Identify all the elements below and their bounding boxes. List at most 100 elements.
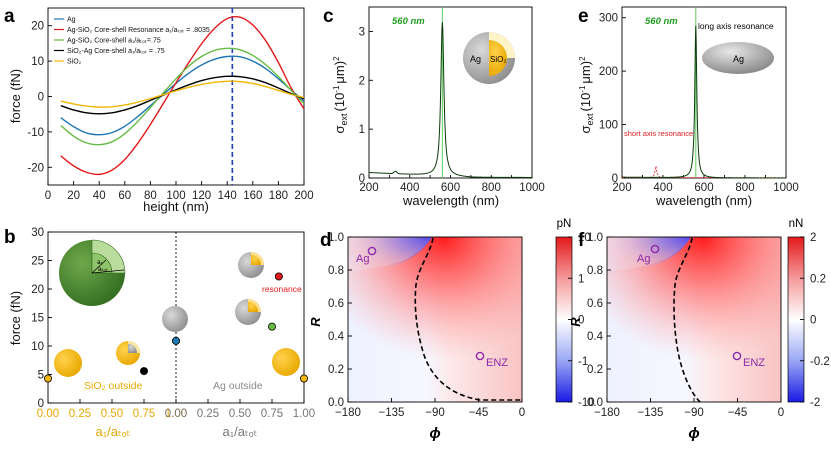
inset-a1-label: a₁ bbox=[97, 259, 104, 266]
panel-b-xtick-label-right: 0.00 bbox=[165, 408, 187, 420]
panel-a-ytick-label: -10 bbox=[27, 127, 44, 139]
panel-f-xlabel: ϕ bbox=[688, 425, 699, 442]
panel-f-xtick-label: −135 bbox=[638, 407, 664, 419]
panel-d-xtick-label: 0 bbox=[519, 407, 525, 419]
panel-b: b 0 5 10 15 20 25 30 0.00 0.25 0.50 0.75 1.00 0.25 0.… bbox=[4, 227, 315, 439]
panel-b-ytick-label: 10 bbox=[31, 341, 44, 353]
panel-a-ticks: 0 20 40 60 80 100 120 140 160 180 200 -20 -10 0 10 20 bbox=[27, 21, 313, 202]
panel-b-ylabel: force (fN) bbox=[8, 291, 23, 345]
panel-a-xtick-label: 120 bbox=[192, 190, 211, 202]
panel-f-xtick-label: 0 bbox=[778, 407, 784, 419]
panel-b-xlabel-left: a₁/aₜₒₜ bbox=[95, 424, 130, 439]
panel-f-cbar-tick-label: -2 bbox=[810, 397, 820, 409]
panel-c-peak-label: 560 nm bbox=[392, 16, 425, 27]
panel-d-cbar-tick-label: -10 bbox=[578, 397, 595, 409]
panel-a-xtick-label: 0 bbox=[45, 190, 51, 202]
panel-c-xtick-label: 800 bbox=[482, 182, 501, 194]
panel-a-legend: Ag Ag-SiO₂ Core-shell Resonance a₁/aₜₒₜ =… bbox=[54, 17, 210, 66]
panel-b-points bbox=[44, 272, 308, 383]
panel-a-xtick-label: 80 bbox=[144, 190, 157, 202]
panel-c-xtick-label: 1000 bbox=[519, 182, 545, 194]
panel-e-ytick-label: 300 bbox=[599, 13, 618, 25]
ag-sphere-icon bbox=[162, 306, 188, 332]
panel-f-xtick-label: −90 bbox=[684, 407, 704, 419]
panel-c-ticks: 200 400 600 800 1000 0 1 2 3 bbox=[359, 26, 545, 194]
ylabel-unit: (10 bbox=[332, 93, 347, 112]
panel-e-ylabel: σext(10-1μm)2 bbox=[578, 56, 595, 134]
panel-d-ag-label: Ag bbox=[356, 253, 369, 265]
panel-c-xtick-label: 600 bbox=[441, 182, 460, 194]
panel-b-ytick-label: 5 bbox=[38, 370, 44, 382]
panel-f: f −180 −135 −90 −45 0 0.0 0.2 0.4 0.6 0.8 1.0 Ag E… bbox=[568, 218, 830, 442]
panel-d-xtick-label: −90 bbox=[425, 407, 445, 419]
ag-ellipsoid-icon: Ag bbox=[702, 42, 774, 74]
panel-d-xtick-label: −135 bbox=[379, 407, 405, 419]
panel-f-ticks: −180 −135 −90 −45 0 0.0 0.2 0.4 0.6 0.8 1.0 bbox=[587, 232, 784, 419]
panel-a-ytick-label: -20 bbox=[27, 162, 44, 174]
panel-c-ytick-label: 0 bbox=[359, 173, 365, 185]
series-line-3 bbox=[60, 75, 305, 115]
panel-e: e 200 400 600 800 1000 0 100 200 300 560 nm long… bbox=[578, 6, 799, 208]
panel-d-enz-label: ENZ bbox=[486, 357, 508, 369]
panel-d-ytick-label: 1.0 bbox=[328, 232, 344, 244]
panel-e-xtick-label: 200 bbox=[612, 182, 631, 194]
ylabel-tail: μm) bbox=[332, 61, 347, 84]
panel-f-ytick-label: 0.6 bbox=[587, 298, 603, 310]
panel-b-ticks: 0 5 10 15 20 25 30 0.00 0.25 0.50 0.75 1.00 0.25 0.50… bbox=[31, 227, 315, 420]
panel-a-xlabel: height (nm) bbox=[143, 199, 209, 214]
ellipsoid-ag-label: Ag bbox=[733, 54, 744, 64]
panel-a-ytick-label: 0 bbox=[38, 92, 44, 104]
panel-f-cbar-tick-label: 0.2 bbox=[810, 273, 826, 285]
ag-sio2-resonance-icon bbox=[238, 252, 264, 278]
panel-b-ytick-label: 25 bbox=[31, 256, 44, 268]
legend-entry: Ag bbox=[67, 17, 76, 24]
inset-sio2-label: SiO₂ bbox=[490, 55, 506, 64]
panel-b-xtick-label-right: 0.25 bbox=[197, 408, 219, 420]
panel-f-ag-marker bbox=[650, 244, 660, 254]
panel-b-xtick-label-left: 0.75 bbox=[133, 408, 155, 420]
panel-d-ylabel: R bbox=[308, 317, 323, 327]
panel-f-ytick-label: 0.8 bbox=[587, 265, 603, 277]
panel-f-enz-marker bbox=[732, 351, 742, 361]
panel-b-xtick-label-left: 1.00 bbox=[165, 408, 187, 420]
panel-b-ytick-label: 30 bbox=[31, 227, 44, 239]
panel-c: c 200 400 600 800 1000 0 1 2 3 560 nm Ag SiO₂ wa… bbox=[323, 6, 545, 208]
panel-d-ytick-label: 0.0 bbox=[328, 397, 344, 409]
panel-b-xtick-label-right: 0.75 bbox=[261, 408, 283, 420]
panel-d-ytick-label: 0.4 bbox=[328, 331, 345, 343]
panel-a-xtick-label: 20 bbox=[67, 190, 80, 202]
panel-f-label: f bbox=[578, 230, 585, 251]
panel-e-long-axis-curve bbox=[622, 25, 786, 179]
panel-e-ticks: 200 400 600 800 1000 0 100 200 300 bbox=[599, 13, 799, 194]
panel-d: d −180 −135 −90 −45 0 0.0 0.2 0.4 0.6 0.8 1.0 Ag E… bbox=[308, 218, 595, 442]
ag-sio2-core-shell-icon bbox=[235, 299, 261, 325]
ylabel-sub: ext bbox=[339, 113, 349, 126]
long-axis-label: long axis resonance bbox=[698, 21, 774, 31]
ylabel-exp: -1 bbox=[332, 85, 341, 93]
scatter-point bbox=[299, 374, 308, 383]
ag-sio2-cutaway-icon: Ag SiO₂ bbox=[463, 32, 515, 84]
panel-f-ag-label: Ag bbox=[637, 253, 650, 265]
scatter-point bbox=[274, 272, 283, 281]
panel-a-frame bbox=[47, 7, 305, 186]
panel-b-xtick-label-left: 0.25 bbox=[69, 408, 91, 420]
panel-d-ytick-label: 0.8 bbox=[328, 265, 344, 277]
panel-e-ytick-label: 200 bbox=[599, 66, 618, 78]
panel-e-short-axis-curve bbox=[622, 165, 786, 179]
inset-ag-label: Ag bbox=[470, 54, 481, 64]
panel-f-unit: nN bbox=[789, 218, 804, 230]
sio2-outside-label: SiO₂ outside bbox=[84, 380, 143, 392]
panel-d-ticks: −180 −135 −90 −45 0 0.0 0.2 0.4 0.6 0.8 1.0 bbox=[328, 232, 525, 419]
panel-e-xtick-label: 400 bbox=[653, 182, 672, 194]
panel-f-cbar-tick-label: 2 bbox=[810, 232, 816, 244]
sio2-sphere-right-icon bbox=[272, 348, 300, 376]
panel-f-ylabel: R bbox=[568, 317, 583, 327]
sio2-sphere-icon bbox=[54, 349, 82, 377]
panel-e-frame bbox=[621, 6, 787, 179]
ylabel-tail: μm) bbox=[578, 61, 593, 84]
legend-entry: SiO₂ bbox=[67, 59, 82, 66]
panel-f-xtick-label: −45 bbox=[728, 407, 748, 419]
panel-b-xlabel-right: a₁/aₜₒₜ bbox=[222, 424, 257, 439]
panel-c-extinction-curve bbox=[368, 22, 532, 178]
panel-f-colorbar-ticks: 2 0.2 0 -0.2 -2 bbox=[800, 232, 830, 409]
